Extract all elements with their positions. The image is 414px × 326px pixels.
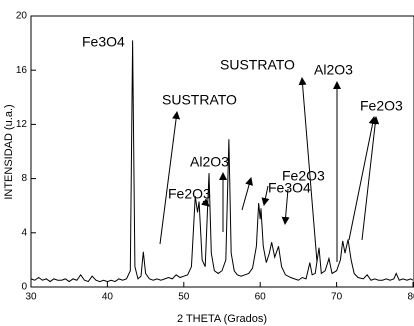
annotation-arrow xyxy=(261,185,270,206)
annotation-arrow xyxy=(281,188,290,225)
y-tick-label: 12 xyxy=(16,119,28,130)
annotation-arrow xyxy=(348,116,377,241)
y-tick-label: 16 xyxy=(16,65,28,76)
annotation: Fe3O4 xyxy=(268,180,311,196)
annotation: Fe2O3 xyxy=(282,168,325,184)
x-tick-label: 80 xyxy=(407,292,414,303)
annotation: Al2O3 xyxy=(190,154,229,170)
y-tick-label: 4 xyxy=(21,227,27,238)
annotation: Al2O3 xyxy=(314,62,353,78)
annotation-arrow xyxy=(241,177,253,211)
annotation-arrow xyxy=(201,198,210,207)
x-tick-label: 40 xyxy=(102,292,114,303)
annotation: Fe3O4 xyxy=(82,34,125,50)
y-axis-label: INTENSIDAD (u.a.) xyxy=(3,104,15,199)
annotation: SUSTRATO xyxy=(162,92,237,108)
x-tick-label: 70 xyxy=(331,292,343,303)
annotation-arrow xyxy=(159,111,181,245)
annotation-arrow xyxy=(298,77,318,263)
x-tick-label: 60 xyxy=(255,292,267,303)
annotation: Fe2O3 xyxy=(360,98,403,114)
x-axis-label: 2 THETA (Grados) xyxy=(177,313,267,325)
y-tick-label: 20 xyxy=(16,11,28,22)
x-tick-label: 50 xyxy=(178,292,190,303)
xrd-line xyxy=(30,40,414,283)
y-tick-label: 0 xyxy=(21,282,27,293)
annotation: Fe2O3 xyxy=(168,186,211,202)
plot-frame xyxy=(30,15,414,288)
annotation: SUSTRATO xyxy=(220,57,295,73)
y-tick-label: 8 xyxy=(21,173,27,184)
x-tick-label: 30 xyxy=(25,292,37,303)
annotation-arrow xyxy=(361,116,380,241)
